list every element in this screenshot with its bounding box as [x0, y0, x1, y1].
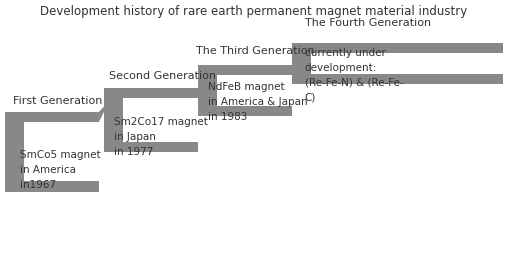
Bar — [5, 112, 24, 192]
Text: The Third Generation: The Third Generation — [196, 46, 314, 56]
Bar — [104, 142, 198, 152]
Bar — [104, 88, 123, 152]
Text: Second Generation: Second Generation — [109, 71, 216, 81]
Bar — [292, 43, 311, 84]
Bar — [292, 74, 503, 84]
Bar — [5, 112, 99, 122]
Text: NdFeB magnet
in America & Japan
in 1983: NdFeB magnet in America & Japan in 1983 — [208, 82, 308, 122]
Text: The Fourth Generation: The Fourth Generation — [305, 18, 431, 28]
Text: currently under
development:
(Re-Fe-N) & (Re-Fe-
C): currently under development: (Re-Fe-N) &… — [305, 48, 403, 102]
Polygon shape — [198, 77, 201, 98]
Bar — [198, 65, 292, 75]
Bar — [292, 43, 503, 53]
Text: Development history of rare earth permanent magnet material industry: Development history of rare earth perman… — [40, 5, 468, 18]
Bar — [5, 181, 99, 192]
Text: SmCo5 magnet
in America
in1967: SmCo5 magnet in America in1967 — [20, 150, 101, 190]
Bar — [104, 88, 198, 98]
Polygon shape — [99, 101, 109, 122]
Text: First Generation: First Generation — [13, 96, 102, 106]
Text: Sm2Co17 magnet
in Japan
in 1977: Sm2Co17 magnet in Japan in 1977 — [114, 117, 208, 157]
Polygon shape — [292, 53, 297, 75]
Bar — [198, 65, 217, 116]
Bar — [198, 106, 292, 116]
